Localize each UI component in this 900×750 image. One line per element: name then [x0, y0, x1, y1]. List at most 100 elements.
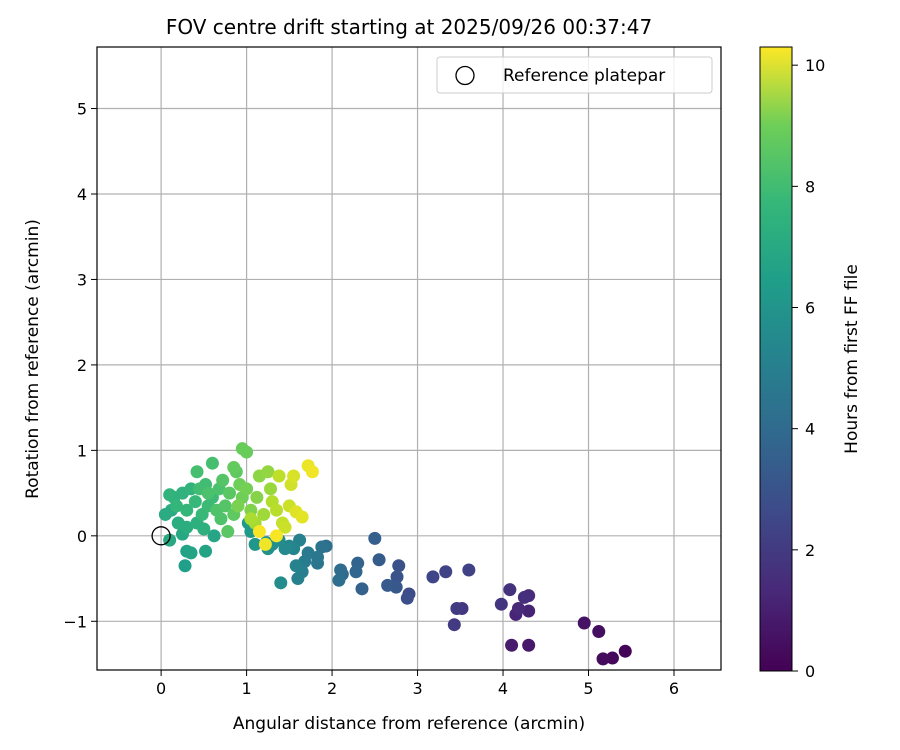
data-point	[368, 531, 382, 545]
x-tick-label: 2	[327, 679, 337, 698]
reference-platepar-marker	[151, 526, 171, 546]
x-tick-label: 4	[498, 679, 508, 698]
data-point	[207, 529, 221, 543]
data-point	[392, 559, 406, 573]
data-point	[244, 512, 258, 526]
data-point	[305, 465, 319, 479]
y-tick-label: 0	[77, 527, 87, 546]
y-tick-label: 5	[77, 100, 87, 119]
x-tick-label: 6	[669, 679, 679, 698]
grid	[97, 47, 721, 670]
colorbar-tick-label: 6	[805, 299, 815, 318]
data-point	[400, 591, 414, 605]
data-point	[222, 486, 236, 500]
x-tick-label: 5	[583, 679, 593, 698]
y-tick-label: 1	[77, 441, 87, 460]
reference-marker-layer	[151, 526, 171, 546]
data-point	[248, 537, 262, 551]
data-point	[522, 604, 536, 618]
data-point	[287, 469, 301, 483]
colorbar: 0 2 4 6 8 10 Hours from first FF file	[759, 46, 862, 681]
data-point	[291, 572, 305, 586]
data-point	[216, 473, 230, 487]
y-tick-label: −1	[63, 612, 87, 631]
data-point	[272, 469, 286, 483]
data-point	[349, 565, 363, 579]
data-point	[596, 652, 610, 666]
y-tick-label: 2	[77, 356, 87, 375]
data-point	[252, 525, 266, 539]
data-point	[178, 559, 192, 573]
data-point	[257, 507, 271, 521]
data-point	[227, 460, 241, 474]
data-point	[163, 488, 177, 502]
data-point	[221, 525, 235, 539]
data-point	[295, 510, 309, 524]
data-point	[390, 570, 404, 584]
data-point	[447, 618, 461, 632]
data-point	[197, 522, 211, 536]
data-point	[494, 597, 508, 611]
data-point	[218, 499, 232, 513]
data-point	[240, 445, 254, 459]
colorbar-tick-label: 10	[805, 56, 825, 75]
data-points	[158, 442, 632, 666]
colorbar-tick-label: 2	[805, 541, 815, 560]
y-tick-label: 4	[77, 185, 87, 204]
data-point	[205, 456, 219, 470]
x-axis-label: Angular distance from reference (arcmin)	[233, 714, 585, 734]
data-point	[511, 601, 525, 615]
data-point	[618, 644, 632, 658]
data-point	[381, 578, 395, 592]
data-point	[605, 651, 619, 665]
legend: Reference platepar	[436, 56, 713, 94]
data-point	[315, 540, 329, 554]
data-point	[240, 482, 254, 496]
data-point	[250, 490, 264, 504]
y-axis-label: Rotation from reference (arcmin)	[23, 219, 43, 499]
data-point	[264, 482, 278, 496]
data-point	[184, 546, 198, 560]
data-point	[462, 563, 476, 577]
data-point	[274, 576, 288, 590]
data-point	[190, 465, 204, 479]
data-point	[355, 582, 369, 596]
data-point	[522, 638, 536, 652]
data-point	[180, 503, 194, 517]
y-tick-label: 3	[77, 270, 87, 289]
colorbar-tick-label: 4	[805, 420, 815, 439]
legend-box	[436, 56, 713, 94]
plot-frame	[96, 46, 722, 671]
data-point	[261, 465, 275, 479]
data-point	[278, 520, 292, 534]
data-point	[258, 537, 272, 551]
data-point	[426, 570, 440, 584]
data-point	[270, 503, 284, 517]
x-tick-label: 3	[412, 679, 422, 698]
data-point	[439, 565, 453, 579]
chart-title: FOV centre drift starting at 2025/09/26 …	[166, 15, 652, 39]
colorbar-gradient	[759, 46, 793, 672]
x-tick-label: 1	[241, 679, 251, 698]
data-point	[517, 590, 531, 604]
data-point	[199, 544, 213, 558]
data-point	[372, 553, 386, 567]
data-point	[231, 499, 245, 513]
data-point	[289, 559, 303, 573]
data-point	[332, 573, 346, 587]
data-point	[503, 583, 517, 597]
colorbar-ticks: 0 2 4 6 8 10	[792, 56, 825, 681]
legend-marker-open-circle	[455, 65, 475, 86]
data-point	[450, 601, 464, 615]
data-point	[201, 486, 215, 500]
colorbar-label: Hours from first FF file	[842, 264, 862, 454]
x-tick-label: 0	[156, 679, 166, 698]
colorbar-tick-label: 8	[805, 177, 815, 196]
data-point	[505, 638, 519, 652]
data-point	[270, 529, 284, 543]
data-point	[188, 495, 202, 509]
axis-ticks: 0 1 2 3 4 5 6 −1 0 1 2 3 4 5	[63, 100, 679, 698]
colorbar-tick-label: 0	[805, 662, 815, 681]
data-point	[334, 563, 348, 577]
